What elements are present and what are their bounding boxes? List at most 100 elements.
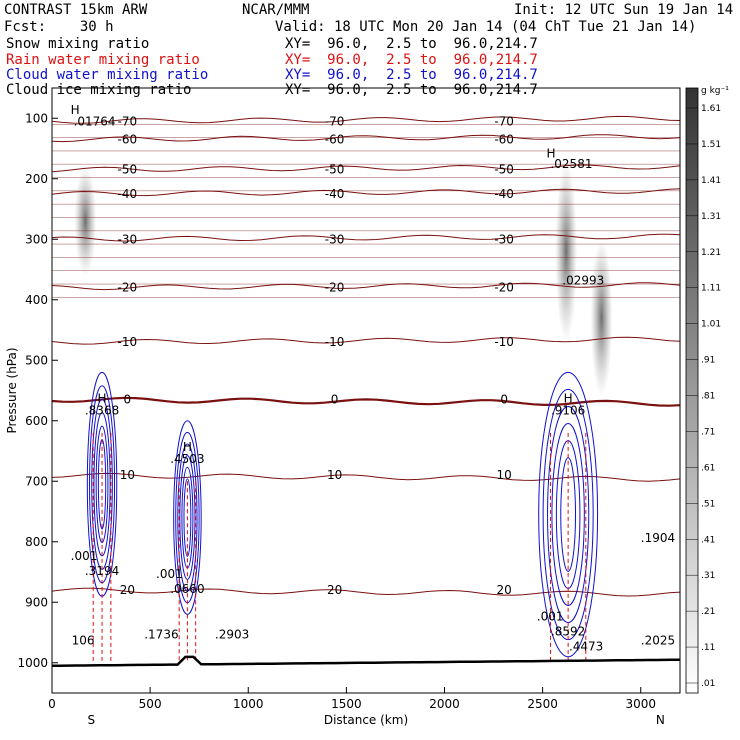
max-marker: H (98, 392, 107, 406)
annotation-label: .2903 (215, 628, 249, 642)
isotherm-label: -20 (494, 281, 514, 295)
annotation-label: .2025 (641, 634, 675, 648)
isotherm-label: 0 (331, 393, 339, 407)
x-tick-label: 500 (139, 697, 162, 711)
colorbar-label: 1.41 (701, 176, 721, 186)
isotherm-label: -30 (118, 232, 138, 246)
isotherm-line (51, 134, 681, 143)
isotherm-line (51, 472, 681, 482)
max-value: .8368 (85, 404, 119, 418)
isotherm-label: 20 (327, 583, 342, 597)
y-tick-label: 200 (25, 172, 48, 186)
isotherm-label: -10 (494, 335, 514, 349)
y-tick-label: 100 (25, 111, 48, 125)
x-axis-label: Distance (km) (324, 713, 408, 727)
field-snow-label: Snow mixing ratio (6, 36, 150, 52)
x-tick-label: 0 (48, 697, 56, 711)
annotation-label: H (71, 103, 80, 117)
x-tick-label: 2500 (527, 697, 558, 711)
cloud-label: .4473 (569, 640, 603, 654)
source-title: NCAR/MMM (242, 2, 310, 18)
colorbar-label: 1.11 (701, 284, 721, 294)
x-tick-label: 3000 (625, 697, 656, 711)
snow-column (590, 239, 613, 397)
isotherm-label: -50 (494, 163, 514, 177)
isotherm-line (51, 115, 681, 124)
annotation-label: .1904 (641, 531, 675, 545)
annotation-label: .01764 (74, 115, 116, 129)
annotation-label: .1736 (144, 628, 178, 642)
annotation-label: 106 (72, 634, 95, 648)
isotherm-line (51, 188, 681, 197)
isotherm-label: -10 (118, 335, 138, 349)
isotherm-line (51, 336, 681, 345)
colorbar-label: 1.21 (701, 248, 721, 258)
isotherm-label: -70 (325, 114, 345, 128)
y-tick-label: 600 (25, 414, 48, 428)
y-tick-label: 900 (25, 595, 48, 609)
endpoint-left: S (87, 713, 95, 727)
endpoint-right: N (656, 713, 665, 727)
colorbar-label: .41 (701, 535, 715, 545)
isotherm-label: -50 (325, 163, 345, 177)
snow-column (74, 166, 97, 276)
y-tick-label: 1000 (17, 656, 48, 670)
colorbar-label: .61 (701, 463, 715, 473)
isotherm-label: -20 (118, 281, 138, 295)
y-tick-label: 700 (25, 474, 48, 488)
max-marker: H (183, 440, 192, 454)
isotherm-line (51, 282, 681, 291)
field-rain-label: Rain water mixing ratio (6, 52, 200, 68)
colorbar-label: .51 (701, 499, 715, 509)
y-tick-label: 500 (25, 353, 48, 367)
isotherm-label: -20 (325, 281, 345, 295)
isotherm-label: -70 (118, 114, 138, 128)
cloud-water-contour (551, 423, 585, 607)
isotherm-label: -40 (494, 187, 514, 201)
isotherm-line (51, 587, 681, 597)
y-axis-label: Pressure (hPa) (5, 347, 19, 433)
isotherm-label: -70 (494, 114, 514, 128)
cloud-water-contour (538, 371, 599, 658)
isotherm-label: -60 (118, 132, 138, 146)
field-cloudice-xy: XY= 96.0, 2.5 to 96.0,214.7 (285, 82, 538, 98)
cloud-water-contour (177, 443, 198, 592)
isotherm-line (51, 164, 681, 173)
field-cloudice-label: Cloud ice mixing ratio (6, 82, 192, 98)
isotherm-label: 0 (124, 393, 132, 407)
plot-frame (51, 87, 681, 694)
max-marker: H (564, 392, 573, 406)
model-title: CONTRAST 15km ARW (4, 2, 148, 18)
annotation-label: .02581 (550, 157, 592, 171)
isotherm-label: -40 (118, 187, 138, 201)
forecast-hour: Fcst: 30 h (4, 19, 114, 35)
cloud-label: .001 (71, 549, 98, 563)
y-tick-label: 800 (25, 535, 48, 549)
valid-time: Valid: 18 UTC Mon 20 Jan 14 (04 ChT Tue … (275, 19, 697, 35)
isotherm-label: -30 (325, 232, 345, 246)
isotherm-label: 10 (120, 468, 135, 482)
isotherm-line (51, 396, 681, 407)
colorbar (685, 87, 699, 694)
field-rain-xy: XY= 96.0, 2.5 to 96.0,214.7 (285, 52, 538, 68)
isotherm-label: 20 (497, 583, 512, 597)
colorbar-label: .21 (701, 607, 715, 617)
y-tick-label: 400 (25, 293, 48, 307)
colorbar-label: .11 (701, 643, 715, 653)
isotherm-label: -60 (494, 132, 514, 146)
isotherm-line (51, 233, 681, 242)
terrain-line (51, 655, 681, 668)
snow-column (555, 160, 578, 343)
colorbar-label: 1.61 (701, 104, 721, 114)
isotherm-label: 10 (497, 468, 512, 482)
cloud-water-contour (93, 412, 111, 557)
x-tick-label: 1000 (233, 697, 264, 711)
y-tick-label: 300 (25, 232, 48, 246)
isotherm-label: 10 (327, 468, 342, 482)
isotherm-label: -50 (118, 163, 138, 177)
field-snow-xy: XY= 96.0, 2.5 to 96.0,214.7 (285, 36, 538, 52)
annotation-label: H (547, 147, 556, 161)
x-tick-label: 2000 (429, 697, 460, 711)
cloud-label: .001 (156, 567, 183, 581)
